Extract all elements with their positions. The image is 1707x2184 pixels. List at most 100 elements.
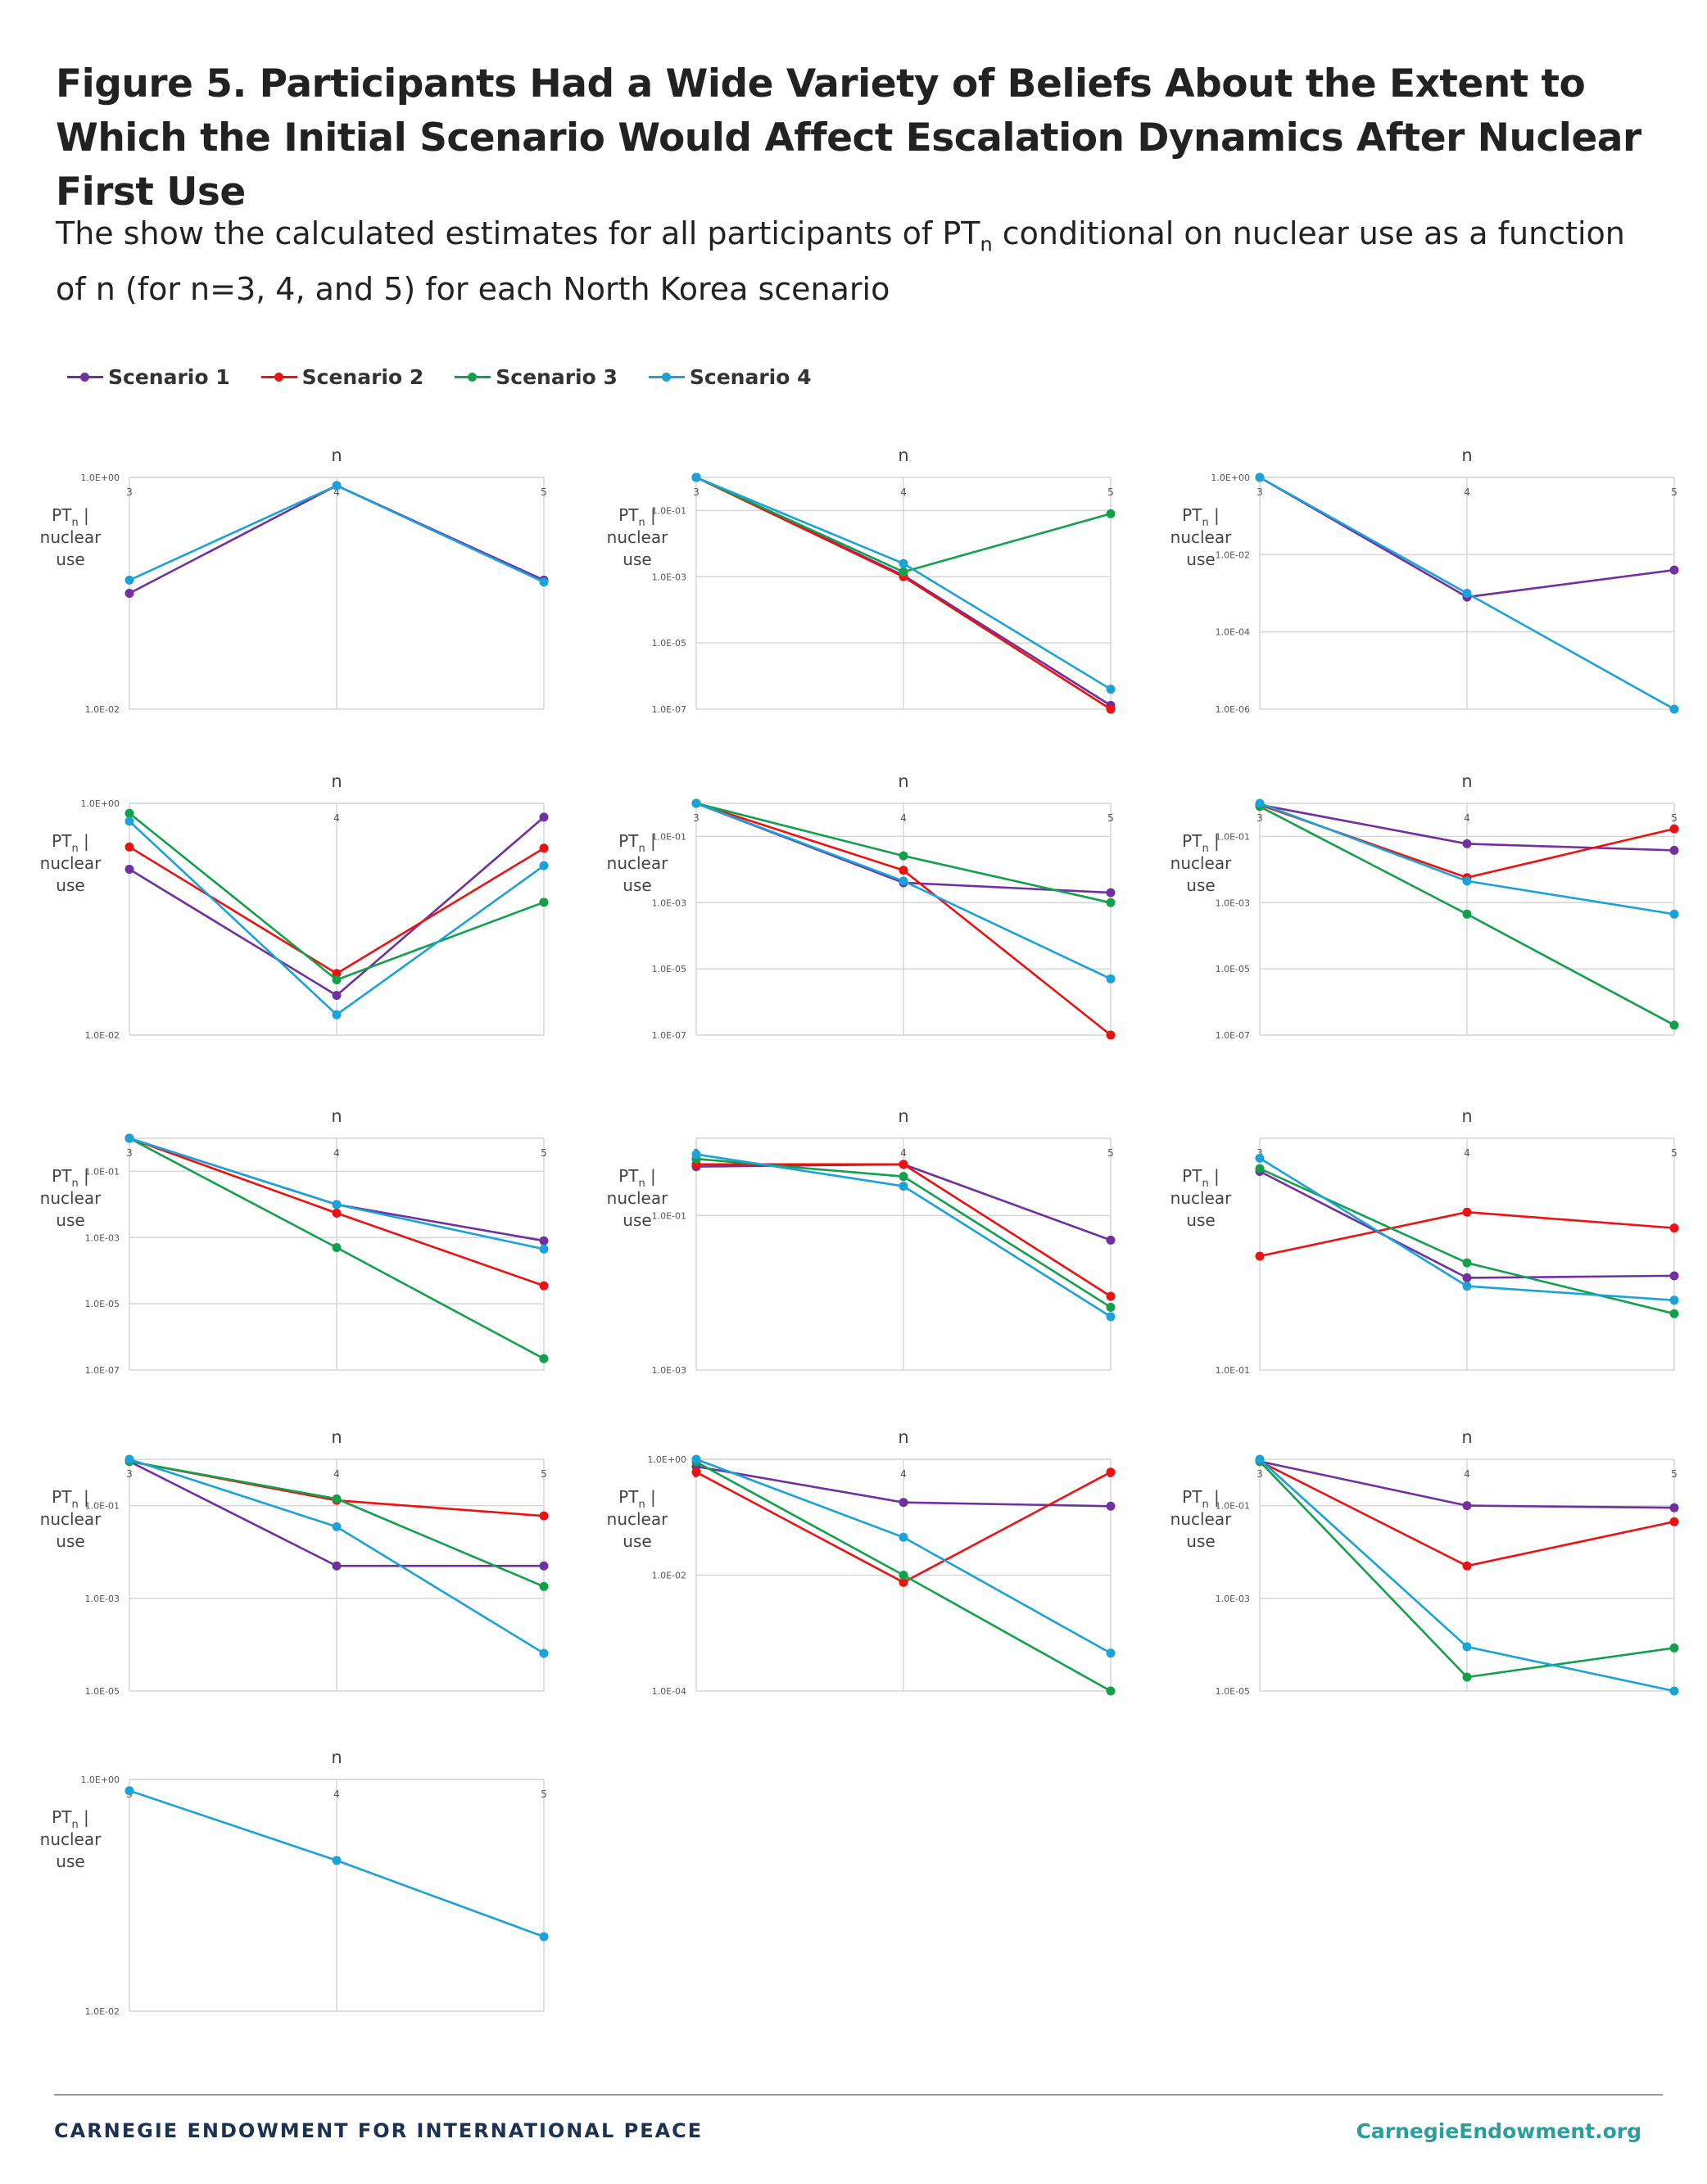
legend-label-scenario-3: Scenario 3: [496, 364, 618, 389]
y-axis-title-line-2: nuclear: [607, 853, 668, 873]
legend-item-scenario-1[interactable]: Scenario 1: [67, 365, 230, 389]
data-point-scenario-3-n4: [332, 1242, 342, 1252]
data-point-scenario-2-n4: [332, 969, 342, 979]
chart-legend: Scenario 1 Scenario 2 Scenario 3 Scenari…: [67, 362, 843, 391]
y-tick-label: 1.0E-02: [85, 704, 120, 715]
footer-website-link[interactable]: CarnegieEndowment.org: [1356, 2119, 1641, 2143]
data-point-scenario-1-n5: [539, 1561, 549, 1571]
data-point-scenario-4-n4: [332, 1010, 342, 1020]
y-axis-title-line-1: PTn |: [52, 831, 89, 855]
x-tick-label: 5: [1671, 812, 1678, 824]
footer-organization: CARNEGIE ENDOWMENT FOR INTERNATIONAL PEA…: [54, 2119, 704, 2142]
y-axis-title-line-1: PTn |: [52, 1807, 89, 1831]
y-axis-title-line-2: nuclear: [607, 1188, 668, 1208]
y-axis-title-subscript: n: [1202, 1178, 1208, 1190]
y-tick-label: 1.0E-03: [85, 1232, 120, 1243]
data-point-scenario-3-n3: [125, 808, 134, 818]
data-point-scenario-2-n5: [1669, 1517, 1679, 1526]
data-point-scenario-4-n5: [539, 577, 549, 587]
y-axis-title-subscript: n: [71, 517, 78, 529]
data-point-scenario-3-n4: [1462, 1672, 1472, 1682]
data-point-scenario-4-n3: [691, 1150, 701, 1160]
data-point-scenario-4-n3: [1255, 1454, 1265, 1464]
x-tick-label: 4: [333, 486, 340, 498]
y-axis-title-bar: |: [645, 831, 656, 851]
data-point-scenario-3-n5: [1669, 1643, 1679, 1653]
y-axis-title-line-1: PTn |: [618, 1166, 656, 1190]
y-tick-label: 1.0E-02: [85, 2006, 120, 2017]
y-tick-label: 1.0E-01: [652, 831, 686, 842]
y-tick-label: 1.0E-02: [652, 1571, 686, 1581]
legend-item-scenario-4[interactable]: Scenario 4: [648, 365, 812, 389]
y-tick-label: 1.0E-01: [85, 1166, 120, 1177]
data-point-scenario-1-n5: [539, 1236, 549, 1246]
x-tick-label: 3: [1256, 812, 1263, 824]
y-axis-title: PTn | nuclear use: [40, 505, 102, 569]
x-tick-label: 5: [1671, 1147, 1678, 1159]
data-point-scenario-1-n4: [1462, 1273, 1472, 1282]
x-tick-label: 5: [1671, 486, 1678, 498]
x-tick-label: 4: [333, 1468, 340, 1480]
y-tick-label: 1.0E-03: [652, 898, 686, 908]
y-axis-title-line-2: nuclear: [1170, 1509, 1232, 1529]
data-point-scenario-2-n3: [1255, 1251, 1265, 1261]
data-point-scenario-3-n4: [332, 1494, 342, 1503]
y-axis-title-line-3: use: [56, 875, 84, 895]
data-point-scenario-3-n5: [1106, 1302, 1116, 1312]
y-axis-title-subscript: n: [71, 1499, 78, 1511]
data-point-scenario-4-n3: [125, 1454, 134, 1464]
data-point-scenario-4-n5: [539, 1648, 549, 1658]
data-point-scenario-4-n3: [691, 798, 701, 808]
data-point-scenario-1-n4: [332, 991, 342, 1001]
y-axis-title-line-2: nuclear: [607, 1509, 668, 1529]
data-point-scenario-3-n4: [899, 1172, 908, 1182]
legend-item-scenario-3[interactable]: Scenario 3: [455, 365, 618, 389]
y-axis-title-line-3: use: [1186, 1210, 1215, 1230]
data-point-scenario-4-n3: [1255, 798, 1265, 808]
x-tick-label: 4: [900, 486, 907, 498]
y-tick-label: 1.0E-01: [652, 1210, 686, 1221]
y-axis-title-line-1: PTn |: [618, 831, 656, 855]
x-tick-label: 3: [126, 1468, 133, 1480]
data-point-scenario-2-n4: [899, 1160, 908, 1169]
x-tick-label: 4: [1464, 812, 1470, 824]
x-axis-title: n: [331, 1106, 342, 1126]
x-tick-label: 4: [333, 1788, 340, 1800]
y-axis-title-line-3: use: [1186, 1531, 1215, 1551]
y-axis-title-bar: |: [1209, 1166, 1220, 1186]
data-point-scenario-2-n4: [899, 1577, 908, 1587]
data-point-scenario-4-n3: [125, 816, 134, 826]
data-point-scenario-4-n5: [1669, 704, 1679, 714]
y-axis-title-bar: |: [79, 1807, 89, 1827]
y-tick-label: 1.0E-01: [85, 1501, 120, 1512]
y-axis-title-line-1: PTn |: [52, 505, 89, 529]
subtitle-subscript: n: [980, 233, 993, 256]
data-point-scenario-4-n3: [1255, 473, 1265, 482]
y-tick-label: 1.0E+00: [80, 473, 120, 483]
data-point-scenario-2-n3: [691, 1467, 701, 1477]
legend-label-scenario-1: Scenario 1: [108, 364, 230, 389]
x-tick-label: 5: [541, 1788, 547, 1800]
y-axis-title-line-1: PTn |: [618, 1487, 656, 1511]
data-point-scenario-2-n5: [1106, 1467, 1116, 1477]
legend-item-scenario-2[interactable]: Scenario 2: [260, 365, 423, 389]
y-axis-title: PTn | nuclear use: [1170, 1487, 1232, 1551]
data-point-scenario-4-n4: [899, 558, 908, 568]
y-axis-title-line-3: use: [56, 1531, 84, 1551]
y-axis-title: PTn | nuclear use: [1170, 1166, 1232, 1230]
x-tick-label: 5: [541, 486, 547, 498]
x-tick-label: 5: [1107, 486, 1114, 498]
data-point-scenario-4-n5: [1669, 909, 1679, 919]
figure-title: Figure 5. Participants Had a Wide Variet…: [56, 61, 1641, 215]
data-point-scenario-4-n3: [691, 1454, 701, 1464]
y-axis-title-line-1: PTn |: [1182, 831, 1220, 855]
x-axis-title: n: [331, 445, 342, 465]
y-axis-title-bar: |: [1209, 831, 1220, 851]
x-tick-label: 4: [900, 1468, 907, 1480]
data-point-scenario-4-n3: [125, 575, 134, 585]
y-tick-label: 1.0E-05: [652, 964, 686, 974]
